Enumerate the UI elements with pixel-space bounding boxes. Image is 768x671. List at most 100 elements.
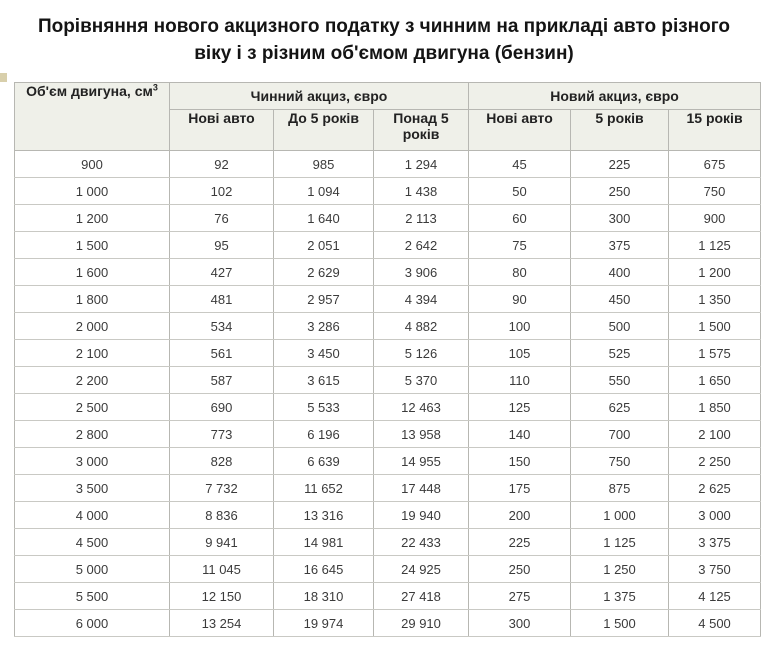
table-row: 900 92 985 1 294 45 225 675 [14,150,762,178]
sub-header-row: Нові авто До 5 років Понад 5 років Нові … [15,109,762,151]
tax-value-cell: 2 113 [372,204,470,232]
engine-volume-cell: 4 000 [14,501,170,529]
tax-value-cell: 550 [570,366,670,394]
tax-value-cell: 2 100 [668,420,762,448]
table-row: 2 200 587 3 615 5 370 110 550 1 650 [14,366,762,394]
tax-value-cell: 250 [570,177,670,205]
tax-value-cell: 773 [169,420,274,448]
tax-value-cell: 90 [468,285,572,313]
tax-value-cell: 4 500 [668,609,762,637]
tax-value-cell: 1 850 [668,393,762,421]
current-new-cars-header: Нові авто [169,109,274,151]
tax-value-cell: 16 645 [273,555,374,583]
engine-volume-cell: 1 800 [14,285,170,313]
tax-value-cell: 2 625 [668,474,762,502]
tax-value-cell: 6 196 [273,420,374,448]
table-row: 6 000 13 254 19 974 29 910 300 1 500 4 500 [14,609,762,637]
new-excise-group-header: Новий акциз, євро [468,82,762,110]
table-header: Об'єм двигуна, см3 Чинний акциз, євро Но… [14,82,762,151]
tax-value-cell: 3 450 [273,339,374,367]
tax-value-cell: 50 [468,177,572,205]
tax-value-cell: 450 [570,285,670,313]
tax-value-cell: 900 [668,204,762,232]
tax-value-cell: 1 200 [668,258,762,286]
tax-value-cell: 1 438 [372,177,470,205]
engine-volume-header: Об'єм двигуна, см3 [14,82,170,151]
tax-value-cell: 6 639 [273,447,374,475]
tax-value-cell: 700 [570,420,670,448]
tax-value-cell: 4 394 [372,285,470,313]
tax-value-cell: 2 957 [273,285,374,313]
table-row: 1 600 427 2 629 3 906 80 400 1 200 [14,258,762,286]
tax-value-cell: 13 316 [273,501,374,529]
tax-value-cell: 12 150 [169,582,274,610]
tax-value-cell: 18 310 [273,582,374,610]
tax-value-cell: 4 125 [668,582,762,610]
tax-value-cell: 1 375 [570,582,670,610]
group-header-row: Об'єм двигуна, см3 Чинний акциз, євро Но… [14,82,762,151]
tax-value-cell: 534 [169,312,274,340]
tax-value-cell: 2 642 [372,231,470,259]
tax-value-cell: 100 [468,312,572,340]
engine-volume-cell: 1 500 [14,231,170,259]
tax-value-cell: 875 [570,474,670,502]
table-row: 2 100 561 3 450 5 126 105 525 1 575 [14,339,762,367]
engine-volume-cell: 5 000 [14,555,170,583]
engine-volume-cell: 900 [14,150,170,178]
tax-value-cell: 625 [570,393,670,421]
tax-value-cell: 14 955 [372,447,470,475]
tax-value-cell: 400 [570,258,670,286]
excise-comparison-table: Об'єм двигуна, см3 Чинний акциз, євро Но… [14,82,762,637]
tax-value-cell: 29 910 [372,609,470,637]
tax-value-cell: 5 370 [372,366,470,394]
tax-value-cell: 225 [570,150,670,178]
tax-value-cell: 1 125 [570,528,670,556]
tax-value-cell: 1 640 [273,204,374,232]
table-row: 2 800 773 6 196 13 958 140 700 2 100 [14,420,762,448]
tax-value-cell: 4 882 [372,312,470,340]
tax-value-cell: 11 652 [273,474,374,502]
tax-value-cell: 1 294 [372,150,470,178]
tax-value-cell: 481 [169,285,274,313]
tax-value-cell: 75 [468,231,572,259]
current-over-5y-header: Понад 5 років [372,109,470,151]
tax-value-cell: 300 [468,609,572,637]
engine-volume-cell: 4 500 [14,528,170,556]
tax-value-cell: 225 [468,528,572,556]
tax-value-cell: 300 [570,204,670,232]
tax-value-cell: 750 [668,177,762,205]
tax-value-cell: 3 375 [668,528,762,556]
current-excise-group-header: Чинний акциз, євро [168,82,470,110]
tax-value-cell: 1 350 [668,285,762,313]
current-up-to-5y-header: До 5 років [273,109,374,151]
tax-value-cell: 500 [570,312,670,340]
tax-value-cell: 427 [169,258,274,286]
table-body: 900 92 985 1 294 45 225 675 1 000 102 1 094 1 438 5… [14,150,762,637]
tax-value-cell: 80 [468,258,572,286]
tax-value-cell: 250 [468,555,572,583]
engine-volume-cell: 3 500 [14,474,170,502]
table-row: 2 500 690 5 533 12 463 125 625 1 850 [14,393,762,421]
engine-volume-cell: 2 100 [14,339,170,367]
tax-value-cell: 1 250 [570,555,670,583]
tax-value-cell: 3 000 [668,501,762,529]
new-5y-header: 5 років [570,109,670,151]
tax-value-cell: 3 906 [372,258,470,286]
tax-value-cell: 1 650 [668,366,762,394]
tax-value-cell: 110 [468,366,572,394]
table-row: 1 200 76 1 640 2 113 60 300 900 [14,204,762,232]
tax-value-cell: 19 940 [372,501,470,529]
engine-volume-header-sup: 3 [152,82,158,93]
tax-value-cell: 5 533 [273,393,374,421]
tax-value-cell: 95 [169,231,274,259]
engine-volume-cell: 5 500 [14,582,170,610]
table-row: 1 800 481 2 957 4 394 90 450 1 350 [14,285,762,313]
tax-value-cell: 750 [570,447,670,475]
engine-volume-cell: 3 000 [14,447,170,475]
tax-value-cell: 2 051 [273,231,374,259]
tax-value-cell: 60 [468,204,572,232]
tax-value-cell: 175 [468,474,572,502]
table-row: 3 000 828 6 639 14 955 150 750 2 250 [14,447,762,475]
tax-value-cell: 13 958 [372,420,470,448]
tax-value-cell: 275 [468,582,572,610]
